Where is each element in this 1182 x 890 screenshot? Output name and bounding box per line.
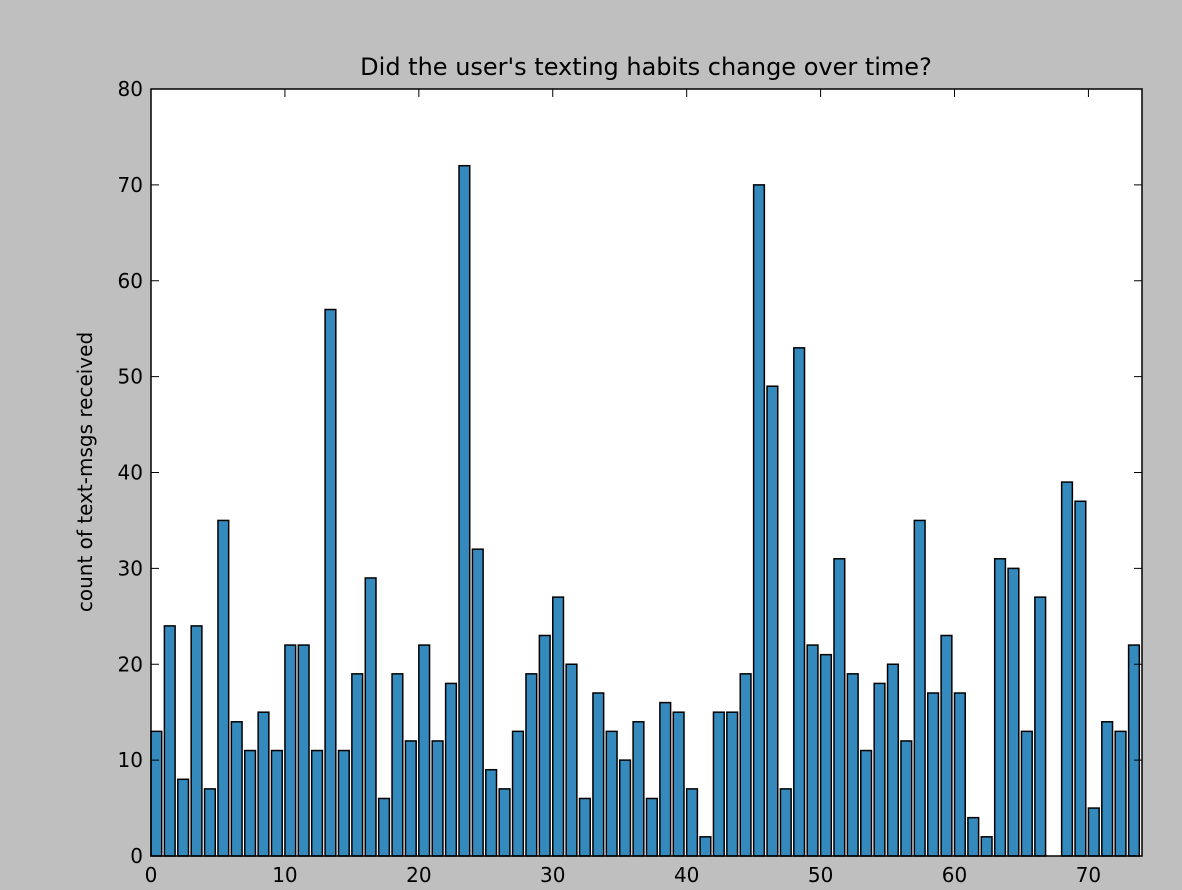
bar [819,653,833,857]
bar [1007,567,1020,857]
bar [793,347,806,857]
y-tick-label: 80 [118,77,143,101]
bar [190,625,203,857]
bar [418,644,431,857]
bar [685,788,699,857]
bar [739,673,752,857]
bar [444,682,458,857]
bar [605,730,618,857]
bar [860,749,873,857]
bar [1127,644,1141,857]
y-tick-label: 0 [130,844,143,868]
bar [163,625,176,857]
x-tick-label: 40 [674,863,699,887]
bar [645,797,658,857]
bar [993,558,1007,857]
bar [310,749,324,857]
bar [284,644,297,857]
bar [980,836,993,857]
bar [377,797,391,857]
bar [431,740,444,857]
bar [846,673,859,857]
bar [752,184,766,857]
y-tick-label: 20 [118,652,143,676]
bar [672,711,685,857]
bar [659,701,672,857]
y-tick-label: 30 [118,556,143,580]
bar [1060,481,1074,857]
bar [1034,596,1047,857]
bar [511,730,525,857]
bar [926,692,940,857]
bar [391,673,404,857]
bar [230,721,243,857]
plot-area [151,89,1142,856]
bar [1074,500,1087,857]
bar [618,759,632,857]
bar [217,519,230,857]
bar [552,596,565,857]
bar [324,308,337,857]
x-tick-label: 0 [145,863,158,887]
y-tick-label: 50 [118,365,143,389]
bar [351,673,364,857]
bar [699,836,712,857]
plot-frame [150,88,1143,857]
x-tick-label: 30 [540,863,565,887]
bar [967,816,980,857]
bar [1087,807,1100,857]
bar [1020,730,1033,857]
bar [498,788,511,857]
y-tick-label: 70 [118,173,143,197]
bar [712,711,725,857]
bar [766,385,779,857]
x-tick-label: 10 [272,863,297,887]
bar [592,692,605,857]
bar [203,788,217,857]
bar [726,711,739,857]
chart-title: Did the user's texting habits change ove… [360,53,932,81]
bar [779,788,792,857]
bar [243,749,257,857]
bar [886,663,900,857]
bar [525,673,538,857]
bar [337,749,350,857]
y-tick-label: 10 [118,748,143,772]
x-tick-label: 70 [1076,863,1101,887]
bar [458,164,471,857]
x-tick-label: 20 [406,863,431,887]
bar [177,778,190,857]
bar [404,740,417,857]
bar [150,730,163,857]
y-tick-label: 40 [118,461,143,485]
bar [257,711,270,857]
bar [471,548,484,857]
bar [833,558,846,857]
bar [873,682,886,857]
x-tick-label: 50 [808,863,833,887]
bar [270,749,283,857]
bar [485,768,498,857]
bar [538,634,551,857]
bar [578,797,592,857]
bar [940,634,953,857]
y-tick-label: 60 [118,269,143,293]
bar [1101,721,1114,857]
y-axis-label: count of text-msgs received [73,332,97,612]
bar [565,663,578,857]
bar [632,721,645,857]
x-tick-label: 60 [942,863,967,887]
bar [1114,730,1127,857]
bar [806,644,819,857]
bar [913,519,926,857]
bar [364,577,377,857]
bar [900,740,913,857]
bar [297,644,310,857]
bar [953,692,966,857]
